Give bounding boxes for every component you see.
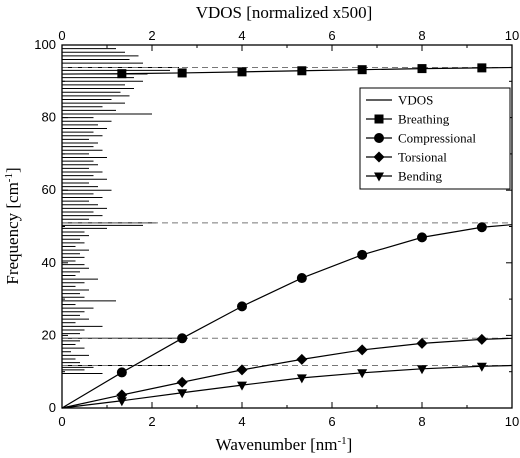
- y-tick-label: 20: [42, 327, 56, 342]
- x-axis-label-sup: -1: [338, 435, 347, 447]
- legend-marker-compressional: [374, 133, 384, 143]
- data-point-bending: [177, 389, 188, 399]
- data-point-breathing: [177, 68, 187, 78]
- top-axis-label: VDOS [normalized x500]: [196, 3, 373, 22]
- data-point-bending: [357, 369, 368, 379]
- data-point-breathing: [237, 67, 247, 77]
- top-tick-label: 0: [58, 28, 65, 43]
- data-point-breathing: [297, 66, 307, 76]
- top-tick-label: 6: [328, 28, 335, 43]
- data-point-breathing: [117, 69, 127, 79]
- data-point-bending: [417, 365, 427, 375]
- data-point-bending: [237, 381, 247, 391]
- data-point-breathing: [357, 65, 367, 75]
- y-tick-label: 40: [42, 255, 56, 270]
- data-point-compressional: [357, 249, 368, 260]
- data-point-bending: [296, 374, 307, 384]
- data-point-compressional: [417, 232, 427, 243]
- top-tick-label: 8: [418, 28, 425, 43]
- y-tick-label: 80: [42, 110, 56, 125]
- data-point-compressional: [296, 273, 307, 284]
- y-tick-label: 0: [49, 400, 56, 415]
- x-tick-label: 0: [58, 414, 65, 429]
- top-tick-label: 2: [148, 28, 155, 43]
- x-tick-label: 8: [418, 414, 425, 429]
- data-point-breathing: [417, 64, 427, 74]
- series-line-compressional: [61, 224, 513, 409]
- x-tick-label: 2: [148, 414, 155, 429]
- top-tick-label: 4: [238, 28, 245, 43]
- x-axis-label-end: ]: [347, 435, 353, 454]
- legend-label-bending: Bending: [398, 169, 443, 184]
- legend-label-vdos: VDOS: [398, 93, 433, 108]
- y-tick-label: 100: [34, 37, 56, 52]
- data-point-torsional: [416, 337, 428, 349]
- data-point-torsional: [176, 376, 188, 388]
- data-point-breathing: [477, 63, 487, 73]
- data-point-bending: [476, 362, 487, 372]
- data-point-torsional: [236, 364, 248, 376]
- y-axis-label-sup: -1: [3, 173, 15, 182]
- x-axis-label-main: Wavenumber [nm: [216, 435, 338, 454]
- legend-marker-bending: [374, 172, 384, 182]
- y-axis-label: Frequency [cm-1]: [3, 167, 22, 284]
- series-line-torsional: [61, 337, 513, 409]
- x-axis-label: Wavenumber [nm-1]: [216, 435, 353, 454]
- y-axis-label-main: Frequency [cm: [3, 182, 22, 284]
- top-tick-label: 10: [505, 28, 519, 43]
- legend-label-breathing: Breathing: [398, 112, 450, 127]
- x-tick-label: 6: [328, 414, 335, 429]
- legend-marker-breathing: [374, 114, 384, 124]
- y-tick-label: 60: [42, 182, 56, 197]
- y-axis-label-end: ]: [3, 167, 22, 173]
- plot-area: 0 2 4 6 8 100 2 4 6 8 10020406080100VDOSBreathingC…: [34, 28, 519, 429]
- legend-label-torsional: Torsional: [398, 150, 447, 165]
- data-point-compressional: [116, 367, 127, 378]
- data-point-bending: [116, 397, 127, 407]
- data-point-compressional: [177, 333, 188, 344]
- series-line-bending: [61, 364, 513, 409]
- data-point-compressional: [476, 222, 487, 233]
- legend-marker-torsional: [373, 151, 385, 163]
- legend-label-compressional: Compressional: [398, 131, 476, 146]
- x-tick-label: 10: [505, 414, 519, 429]
- data-point-torsional: [356, 344, 368, 356]
- x-tick-label: 4: [238, 414, 245, 429]
- data-point-torsional: [296, 353, 308, 365]
- data-point-compressional: [237, 301, 247, 312]
- data-point-torsional: [476, 333, 488, 345]
